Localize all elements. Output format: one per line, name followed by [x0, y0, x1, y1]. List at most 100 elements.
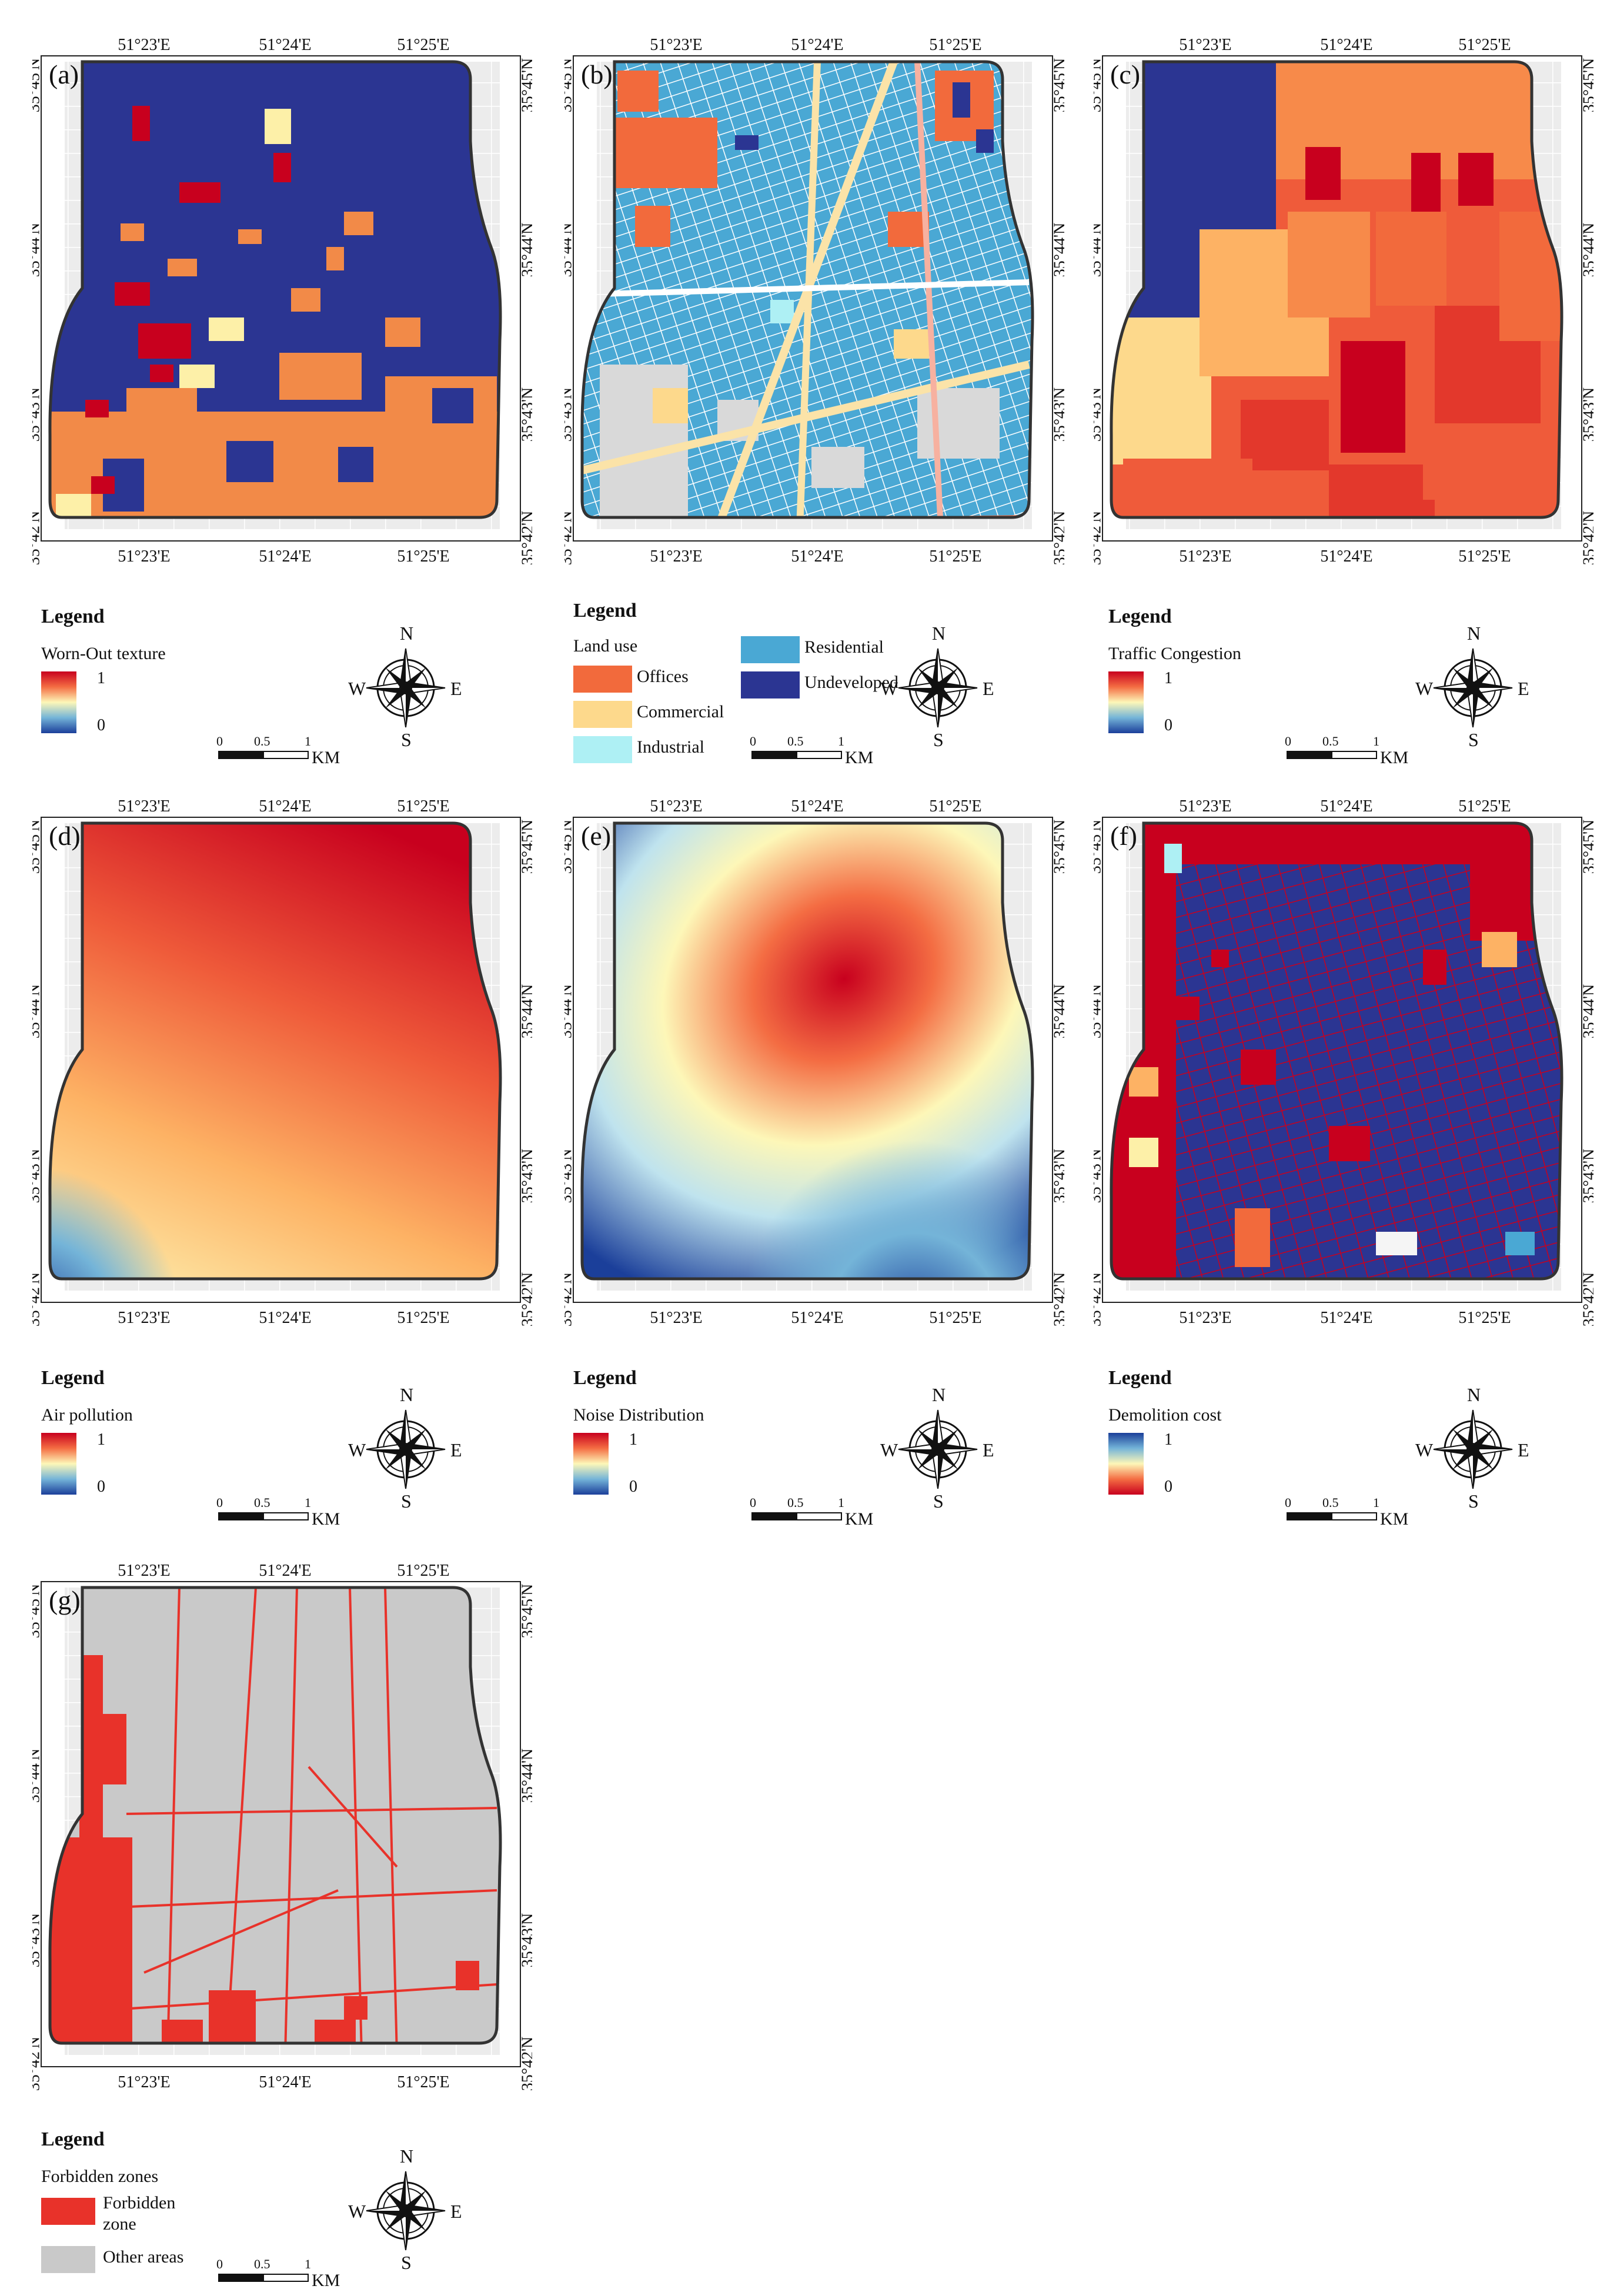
map-frame	[41, 55, 521, 542]
compass-s: S	[401, 2252, 412, 2273]
scale-unit: KM	[1380, 1509, 1409, 1529]
compass-s: S	[1468, 1490, 1479, 1512]
lon-tick-top: 51°25'E	[929, 797, 981, 816]
swatch-industrial	[573, 736, 632, 763]
lat-tick-left: 35°45'N	[32, 58, 43, 112]
lat-tick-right: 35°43'N	[519, 387, 532, 442]
lat-tick-right: 35°44'N	[1051, 984, 1064, 1038]
scale-unit: KM	[845, 1509, 874, 1529]
compass-n: N	[932, 1384, 946, 1405]
lat-tick-right: 35°45'N	[1051, 58, 1064, 112]
study-area-boundary	[48, 60, 502, 519]
lon-tick-bottom: 51°25'E	[1458, 547, 1511, 566]
scale-tick-half: 0.5	[254, 734, 270, 748]
compass-w: W	[348, 2201, 366, 2222]
lat-tick-left: 35°44'N	[1094, 223, 1104, 277]
scale-tick-0: 0	[1285, 1495, 1291, 1510]
lat-tick-left: 35°43'N	[32, 1913, 43, 1967]
map-panel-c: 51°23'E 51°23'E 51°24'E 51°24'E 51°25'E 51°25…	[1086, 35, 1598, 576]
label-other-areas: Other areas	[103, 2247, 184, 2267]
compass-s: S	[933, 1490, 944, 1512]
color-ramp	[1108, 1433, 1144, 1495]
lat-tick-left: 35°42'N	[1094, 511, 1104, 565]
lat-tick-right: 35°44'N	[1051, 223, 1064, 277]
label-undeveloped: Undeveloped	[804, 673, 898, 692]
lon-tick-top: 51°23'E	[1179, 797, 1231, 816]
compass-w: W	[1415, 678, 1434, 699]
lat-tick-left: 35°44'N	[32, 984, 43, 1038]
swatch-offices	[573, 666, 632, 693]
study-area-boundary	[1110, 821, 1563, 1281]
air-pollution-map: 51°23'E 51°23'E 51°24'E 51°24'E 51°25'E 51°25…	[25, 797, 537, 1327]
noise-distribution-map: 51°23'E 51°23'E 51°24'E 51°24'E 51°25'E 51°25…	[557, 797, 1069, 1327]
map-frame	[41, 817, 521, 1303]
lat-tick-right: 35°44'N	[519, 1749, 532, 1803]
lat-tick-right: 35°44'N	[1580, 984, 1593, 1038]
lat-tick-left: 35°45'N	[32, 1584, 43, 1638]
legend-title: Legend	[41, 606, 105, 627]
ramp-min: 0	[97, 716, 105, 734]
legend-b: Legend Land use Offices Commercial Indus…	[573, 600, 1079, 776]
lon-tick-bottom: 51°23'E	[118, 1309, 170, 1327]
compass-s: S	[933, 729, 944, 750]
compass-w: W	[348, 1439, 366, 1461]
worn-out-texture-map: 51°23'E 51°23'E 51°24'E 51°24'E 51°25'E 51°25…	[25, 36, 537, 566]
lon-tick-top: 51°25'E	[1458, 36, 1511, 54]
lat-tick-right: 35°45'N	[1580, 820, 1593, 874]
lon-tick-top: 51°25'E	[1458, 797, 1511, 816]
label-offices: Offices	[637, 667, 689, 686]
compass-n: N	[1467, 623, 1481, 644]
map-frame	[573, 817, 1053, 1303]
swatch-other-areas	[41, 2246, 95, 2273]
lon-tick-top: 51°25'E	[397, 36, 449, 54]
legend-d: Legend Air pollution 1 0	[41, 1367, 547, 1532]
label-forbidden-1: Forbidden	[103, 2193, 176, 2213]
scale-tick-half: 0.5	[1322, 734, 1339, 748]
compass-rose-icon: N S W E	[1415, 623, 1529, 753]
scale-tick-1: 1	[1373, 734, 1379, 748]
lat-tick-left: 35°45'N	[1094, 58, 1104, 112]
legend-f: Legend Demolition cost 1 0	[1108, 1367, 1614, 1532]
lon-tick-bottom: 51°23'E	[650, 547, 702, 566]
swatch-forbidden	[41, 2198, 95, 2225]
compass-s: S	[401, 729, 412, 750]
map-frame	[1102, 817, 1582, 1303]
scale-unit: KM	[845, 748, 874, 767]
lon-tick-top: 51°25'E	[929, 36, 981, 54]
compass-e: E	[983, 678, 994, 699]
lat-tick-right: 35°45'N	[519, 1584, 532, 1638]
compass-n: N	[400, 623, 414, 644]
map-panel-g: 51°23'E 51°23'E 51°24'E 51°24'E 51°25'E 51°25…	[25, 1561, 537, 2102]
swatch-residential	[741, 636, 800, 663]
lon-tick-top: 51°23'E	[1179, 36, 1231, 54]
legend-title: Legend	[573, 600, 637, 621]
color-ramp	[41, 671, 76, 733]
study-area-boundary	[48, 821, 502, 1281]
scale-tick-0: 0	[216, 2257, 223, 2271]
lat-tick-right: 35°44'N	[519, 223, 532, 277]
demolition-cost-map: 51°23'E 51°23'E 51°24'E 51°24'E 51°25'E 51°25…	[1086, 797, 1598, 1327]
lon-tick-bottom: 51°25'E	[929, 547, 981, 566]
color-ramp	[573, 1433, 609, 1495]
lon-tick-top: 51°24'E	[259, 797, 311, 816]
panel-label: (g)	[49, 1585, 81, 1615]
lat-tick-right: 35°42'N	[519, 2037, 532, 2091]
land-use-map: 51°23'E 51°23'E 51°24'E 51°24'E 51°25'E 51°25…	[557, 36, 1069, 566]
lon-tick-bottom: 51°24'E	[1320, 1309, 1372, 1327]
legend-title: Legend	[1108, 606, 1172, 627]
lat-tick-right: 35°45'N	[519, 820, 532, 874]
lat-tick-right: 35°43'N	[1580, 387, 1593, 442]
ramp-max: 1	[1164, 669, 1172, 687]
study-area-boundary	[580, 60, 1034, 519]
ramp-max: 1	[1164, 1431, 1172, 1449]
lon-tick-top: 51°24'E	[259, 36, 311, 54]
study-area-boundary	[580, 821, 1034, 1281]
lon-tick-bottom: 51°25'E	[397, 547, 449, 566]
ramp-min: 0	[1164, 716, 1172, 734]
lat-tick-right: 35°45'N	[519, 58, 532, 112]
lon-tick-bottom: 51°25'E	[1458, 1309, 1511, 1327]
lon-tick-top: 51°24'E	[791, 797, 843, 816]
compass-s: S	[1468, 729, 1479, 750]
lat-tick-right: 35°42'N	[519, 511, 532, 565]
swatch-commercial	[573, 701, 632, 728]
